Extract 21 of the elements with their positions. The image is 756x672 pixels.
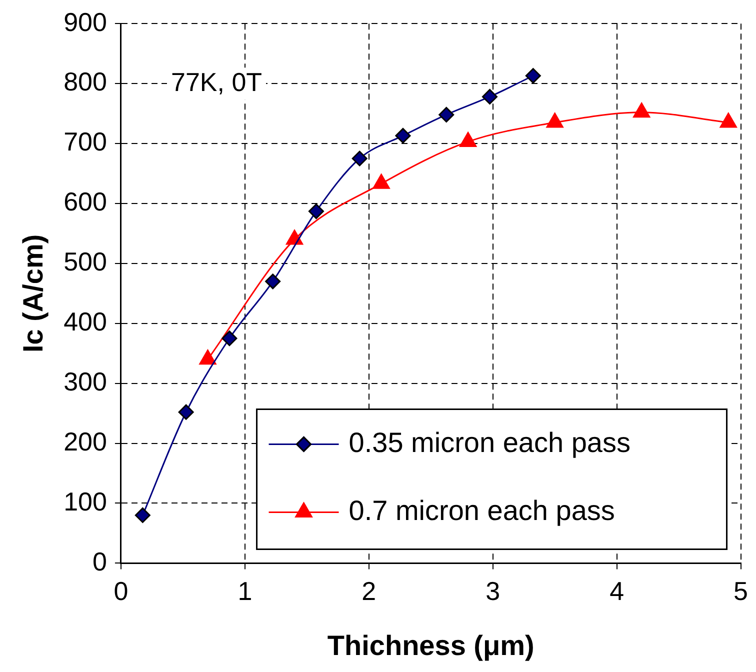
y-tick-label: 100 (64, 486, 107, 516)
annotation: 77K, 0T (170, 66, 262, 97)
legend-label: 0.35 micron each pass (348, 426, 630, 458)
y-tick-label: 700 (64, 126, 107, 157)
y-tick-label: 600 (64, 186, 107, 217)
x-tick-label: 5 (734, 576, 748, 606)
y-tick-label: 0 (92, 546, 107, 576)
legend-label: 0.7 micron each pass (348, 494, 615, 526)
x-tick-label: 1 (238, 576, 252, 606)
y-tick-label: 900 (64, 6, 107, 37)
x-tick-label: 2 (362, 576, 376, 606)
y-tick-label: 500 (64, 246, 107, 277)
x-tick-label: 4 (610, 576, 624, 606)
x-axis-title: Thichness (μm) (327, 630, 534, 661)
x-tick-label: 3 (486, 576, 500, 606)
y-tick-label: 300 (64, 366, 107, 397)
y-tick-label: 400 (64, 306, 107, 337)
y-tick-label: 200 (64, 426, 107, 456)
x-tick-label: 0 (114, 576, 128, 606)
y-axis-title: Ic (A/cm) (18, 234, 49, 353)
y-tick-label: 800 (64, 66, 107, 97)
